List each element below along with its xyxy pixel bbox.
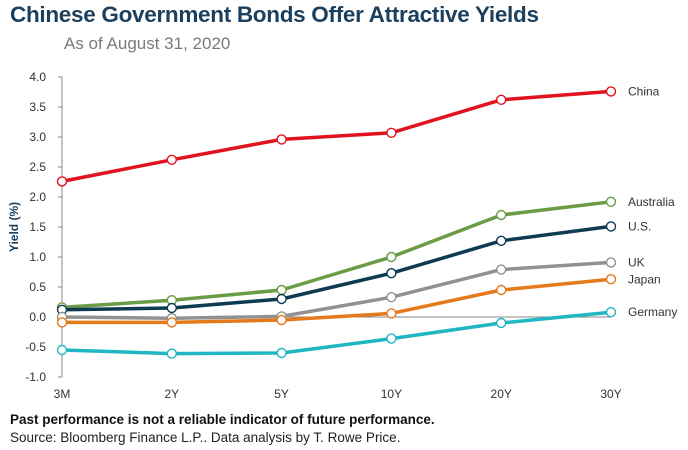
data-point [386, 292, 397, 303]
data-point [166, 348, 178, 359]
x-tick-label: 30Y [600, 387, 621, 401]
data-point [496, 264, 507, 275]
data-point [386, 333, 397, 344]
series-line-germany [60, 310, 613, 356]
y-tick-label: -1.0 [25, 370, 46, 384]
x-tick-label: 20Y [491, 387, 512, 401]
y-tick-label: 3.5 [29, 100, 46, 114]
data-point [276, 293, 287, 305]
data-point [276, 314, 287, 326]
series-labels-group: China Australia U.S. UK Japan Germany [628, 84, 677, 319]
series-line-us [60, 224, 613, 312]
data-point [56, 317, 68, 328]
y-tick-label: 2.0 [29, 190, 46, 204]
data-point [386, 268, 397, 279]
data-point [166, 302, 178, 314]
x-tick-label: 2Y [164, 387, 179, 401]
data-point [386, 308, 397, 319]
series-label-germany: Germany [628, 305, 677, 319]
y-tick-label: 1.0 [29, 250, 46, 264]
y-tick-label: -0.5 [25, 340, 46, 354]
data-point [276, 284, 287, 296]
data-point [276, 347, 287, 359]
x-tick-label: 5Y [274, 387, 289, 401]
series-label-australia: Australia [628, 195, 675, 209]
series-label-japan: Japan [628, 272, 661, 286]
data-point [605, 307, 617, 318]
y-tick-label: 3.0 [29, 130, 46, 144]
y-tick-label: 4.0 [29, 70, 46, 84]
y-tick-label: 2.5 [29, 160, 46, 174]
data-point [56, 344, 68, 356]
data-point [605, 257, 617, 268]
series-line-china [60, 89, 613, 184]
data-point [605, 274, 617, 285]
data-point [386, 251, 397, 263]
chart-subtitle: As of August 31, 2020 [64, 34, 231, 53]
axes-group: 4.0 3.5 3.0 2.5 2.0 1.5 1.0 0.5 0.0 -0.5 -1.0 Yield… [7, 70, 622, 401]
data-point [166, 154, 178, 166]
series-label-uk: UK [628, 255, 645, 269]
data-point [496, 284, 507, 296]
series-line-uk [60, 260, 613, 320]
source-note: Source: Bloomberg Finance L.P.. Data ana… [10, 430, 401, 445]
data-point [605, 86, 617, 97]
y-axis-label: Yield (%) [7, 202, 21, 252]
y-tick-label: 0.5 [29, 280, 46, 294]
data-point [496, 94, 507, 106]
data-point [496, 209, 507, 221]
data-point [166, 317, 178, 328]
data-point [276, 134, 287, 145]
data-point [605, 221, 617, 232]
data-point [496, 317, 507, 329]
data-point [605, 196, 617, 208]
chart-title: Chinese Government Bonds Offer Attractiv… [10, 2, 539, 27]
series-label-china: China [628, 84, 660, 98]
series-line-australia [60, 200, 613, 310]
x-tick-label: 10Y [381, 387, 402, 401]
y-tick-label: 0.0 [29, 310, 46, 324]
data-point [496, 235, 507, 247]
data-point [56, 176, 68, 187]
performance-disclaimer: Past performance is not a reliable indic… [10, 412, 435, 427]
y-tick-label: 1.5 [29, 220, 46, 234]
x-tick-label: 3M [54, 387, 71, 401]
series-lines-group [60, 89, 613, 356]
series-line-japan [60, 277, 613, 325]
series-markers-group [56, 86, 617, 359]
data-point [386, 127, 397, 139]
series-label-us: U.S. [628, 219, 651, 233]
